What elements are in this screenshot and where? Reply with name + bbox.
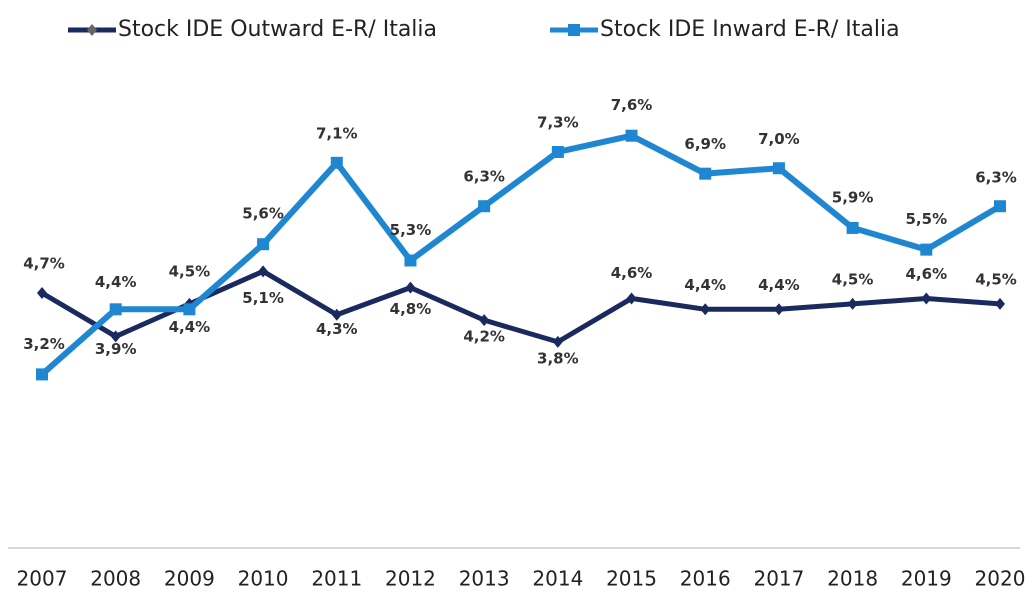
data-label: 6,3% bbox=[975, 169, 1017, 187]
legend-marker bbox=[568, 24, 580, 36]
marker bbox=[257, 238, 270, 251]
data-label: 5,6% bbox=[242, 205, 284, 223]
data-label: 7,1% bbox=[316, 124, 358, 142]
data-label: 4,2% bbox=[463, 328, 505, 346]
legend-marker bbox=[87, 24, 97, 36]
x-tick-label: 2011 bbox=[311, 567, 362, 591]
marker bbox=[258, 265, 269, 278]
marker bbox=[552, 335, 563, 348]
marker bbox=[700, 303, 711, 316]
x-tick-label: 2009 bbox=[164, 567, 215, 591]
marker bbox=[847, 297, 858, 310]
data-label: 4,6% bbox=[906, 265, 948, 283]
marker bbox=[183, 303, 196, 316]
x-tick-label: 2015 bbox=[606, 567, 657, 591]
data-label: 4,4% bbox=[95, 273, 137, 291]
marker bbox=[110, 330, 121, 343]
data-label: 3,8% bbox=[537, 349, 579, 367]
marker bbox=[330, 156, 343, 169]
data-label: 4,3% bbox=[316, 320, 358, 338]
data-label: 3,2% bbox=[23, 335, 65, 353]
marker bbox=[699, 167, 712, 180]
legend-label: Stock IDE Inward E-R/ Italia bbox=[600, 17, 900, 42]
marker bbox=[846, 221, 859, 234]
marker bbox=[625, 129, 638, 142]
marker bbox=[405, 281, 416, 294]
x-tick-label: 2013 bbox=[459, 567, 510, 591]
data-label: 5,5% bbox=[906, 210, 948, 228]
data-label: 4,4% bbox=[684, 276, 726, 294]
data-label: 6,3% bbox=[463, 168, 505, 186]
marker bbox=[36, 368, 48, 381]
data-label: 4,5% bbox=[832, 270, 874, 288]
series-line bbox=[40, 132, 1002, 377]
marker bbox=[478, 200, 491, 213]
marker bbox=[551, 145, 564, 158]
x-tick-label: 2014 bbox=[532, 567, 583, 591]
data-label: 7,0% bbox=[758, 130, 800, 148]
marker bbox=[921, 292, 932, 305]
marker bbox=[920, 243, 933, 256]
data-label: 7,6% bbox=[611, 96, 653, 114]
x-tick-label: 2012 bbox=[385, 567, 436, 591]
x-tick-label: 2019 bbox=[901, 567, 952, 591]
legend-label: Stock IDE Outward E-R/ Italia bbox=[118, 17, 437, 42]
x-tick-label: 2018 bbox=[827, 567, 878, 591]
marker bbox=[995, 297, 1005, 310]
data-label: 4,8% bbox=[390, 300, 432, 318]
marker bbox=[994, 200, 1006, 213]
marker bbox=[109, 303, 122, 316]
marker bbox=[37, 287, 47, 300]
marker bbox=[331, 308, 342, 321]
data-label: 6,9% bbox=[684, 135, 726, 153]
data-label: 5,3% bbox=[390, 221, 432, 239]
data-label: 5,1% bbox=[242, 289, 284, 307]
data-label: 3,9% bbox=[95, 340, 137, 358]
data-label: 4,5% bbox=[975, 270, 1017, 288]
data-label: 4,4% bbox=[169, 318, 211, 336]
data-label: 4,4% bbox=[758, 276, 800, 294]
x-tick-label: 2017 bbox=[753, 567, 804, 591]
data-label: 4,6% bbox=[611, 264, 653, 282]
x-tick-label: 2007 bbox=[17, 567, 68, 591]
marker bbox=[479, 314, 490, 327]
data-label: 7,3% bbox=[537, 113, 579, 131]
x-tick-label: 2008 bbox=[90, 567, 141, 591]
data-label: 4,7% bbox=[23, 255, 65, 273]
marker bbox=[772, 162, 785, 175]
data-label: 5,9% bbox=[832, 188, 874, 206]
marker bbox=[773, 303, 784, 316]
data-label: 4,5% bbox=[169, 262, 211, 280]
x-tick-label: 2010 bbox=[238, 567, 289, 591]
x-tick-label: 2020 bbox=[975, 567, 1026, 591]
x-tick-label: 2016 bbox=[680, 567, 731, 591]
marker bbox=[626, 292, 637, 305]
marker bbox=[404, 254, 417, 267]
